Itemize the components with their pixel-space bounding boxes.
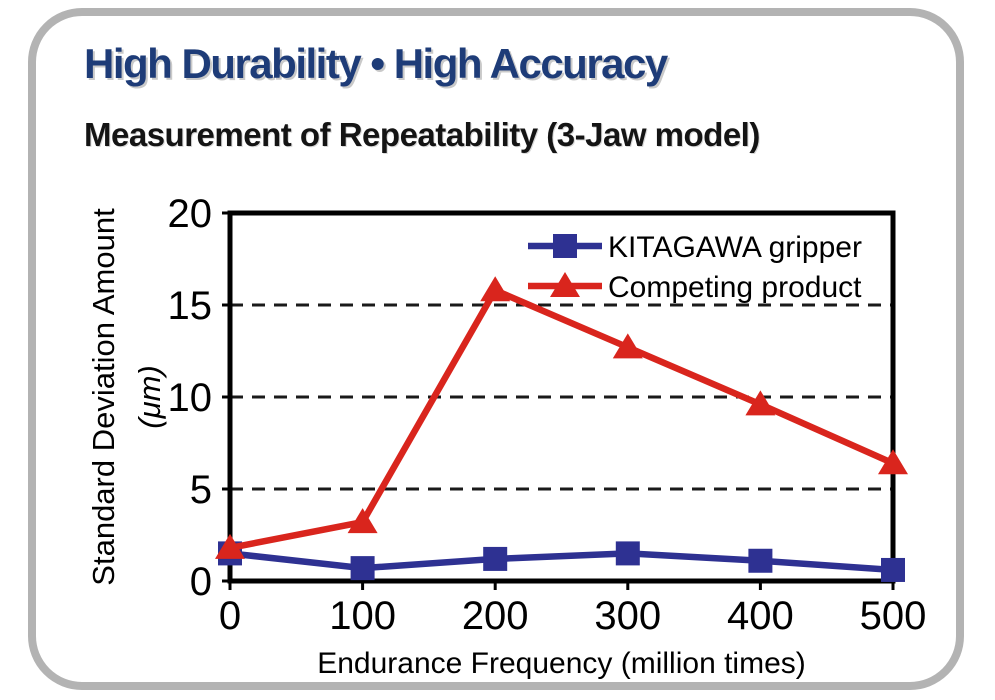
x-tick-label: 100 [329,594,396,638]
legend-label: Competing product [608,271,862,304]
data-point-marker [480,276,511,302]
y-tick-label: 20 [168,192,213,236]
y-tick-label: 0 [190,560,212,604]
y-tick-label: 5 [190,468,212,512]
data-point-marker [612,333,643,359]
y-tick-label: 10 [168,376,213,420]
x-tick-label: 200 [462,594,529,638]
x-axis-label: Endurance Frequency (million times) [317,647,806,680]
y-axis-label: Standard Deviation Amount [86,208,121,586]
data-point-marker [745,390,776,416]
y-axis-unit: (μm) [132,365,167,428]
data-point-marker [347,508,378,534]
legend-label: KITAGAWA gripper [608,231,862,264]
data-point-marker [483,546,508,571]
x-tick-label: 0 [219,594,241,638]
x-tick-label: 300 [594,594,661,638]
legend-marker [553,234,577,258]
series-line [229,286,895,552]
content-card: High Durability • High Accuracy Measurem… [28,8,964,690]
data-point-marker [615,541,640,566]
series-line [229,550,894,574]
legend-item: Competing product [528,271,862,304]
legend-item: KITAGAWA gripper [528,231,862,264]
x-tick-label: 500 [860,594,927,638]
y-tick-label: 15 [168,284,213,328]
repeatability-chart: 0 5 10 15 20 0 100 200 300 400 500 Endurance Freque… [68,183,948,691]
data-point-marker [748,548,773,573]
x-tick-label: 400 [727,594,794,638]
legend-marker [550,272,580,297]
data-point-marker [878,449,908,475]
page-title: High Durability • High Accuracy [84,40,668,87]
chart-title: Measurement of Repeatability (3-Jaw mode… [84,116,760,153]
data-point-marker [881,557,905,582]
data-point-marker [350,556,375,581]
data-point-marker [215,533,245,559]
